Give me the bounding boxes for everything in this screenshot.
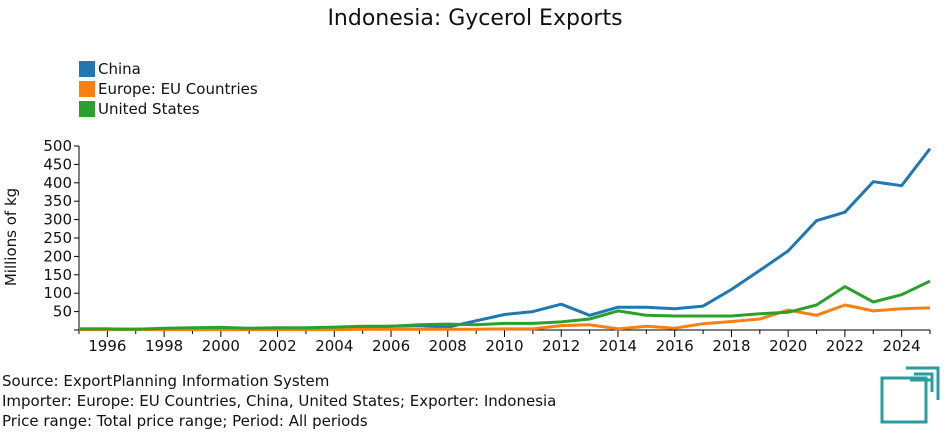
y-tick-label: 500	[43, 137, 72, 155]
chart-title: Indonesia: Gycerol Exports	[327, 6, 623, 31]
y-tick-label: 200	[43, 247, 72, 265]
y-axis-label: Millions of kg	[2, 188, 20, 286]
x-tick-label: 2024	[883, 337, 921, 355]
x-tick-label: 2010	[485, 337, 523, 355]
x-tick-label: 2018	[712, 337, 750, 355]
legend-item-china[interactable]: China	[79, 59, 258, 79]
x-tick-label: 2000	[202, 337, 240, 355]
legend-label-china: China	[98, 60, 141, 78]
x-tick-label: 2020	[769, 337, 807, 355]
y-tick-label: 300	[43, 211, 72, 229]
y-tick-label: 250	[43, 229, 72, 247]
exportplanning-logo-icon	[880, 366, 940, 424]
footer-price-range: Price range: Total price range; Period: …	[2, 412, 368, 430]
x-tick-label: 2006	[372, 337, 410, 355]
y-tick-label: 50	[53, 303, 72, 321]
x-tick-label: 2016	[656, 337, 694, 355]
legend-swatch-eu	[79, 81, 95, 97]
y-tick-label: 150	[43, 266, 72, 284]
footer-importer: Importer: Europe: EU Countries, China, U…	[2, 392, 557, 410]
x-tick-label: 2022	[826, 337, 864, 355]
legend-item-eu[interactable]: Europe: EU Countries	[79, 79, 258, 99]
x-tick-label: 1996	[88, 337, 126, 355]
legend-swatch-china	[79, 61, 95, 77]
series-line-us	[79, 279, 931, 331]
footer-source: Source: ExportPlanning Information Syste…	[2, 372, 330, 390]
y-tick-label: 100	[43, 284, 72, 302]
x-tick-label: 1998	[145, 337, 183, 355]
legend-label-eu: Europe: EU Countries	[98, 80, 258, 98]
y-tick-label: 350	[43, 192, 72, 210]
legend-label-us: United States	[98, 100, 200, 118]
legend-item-us[interactable]: United States	[79, 99, 258, 119]
chart-series-lines	[79, 147, 932, 332]
legend: China Europe: EU Countries United States	[79, 59, 258, 119]
x-tick-label: 2012	[542, 337, 580, 355]
legend-swatch-us	[79, 101, 95, 117]
x-tick-label: 2008	[429, 337, 467, 355]
x-tick-label: 2014	[599, 337, 637, 355]
footer: Source: ExportPlanning Information Syste…	[2, 371, 556, 431]
x-tick-label: 2004	[315, 337, 353, 355]
x-tick-label: 2002	[258, 337, 296, 355]
y-tick-label: 450	[43, 155, 72, 173]
series-line-china	[79, 147, 932, 331]
y-tick-label: 400	[43, 174, 72, 192]
series-line-eu	[79, 303, 931, 332]
